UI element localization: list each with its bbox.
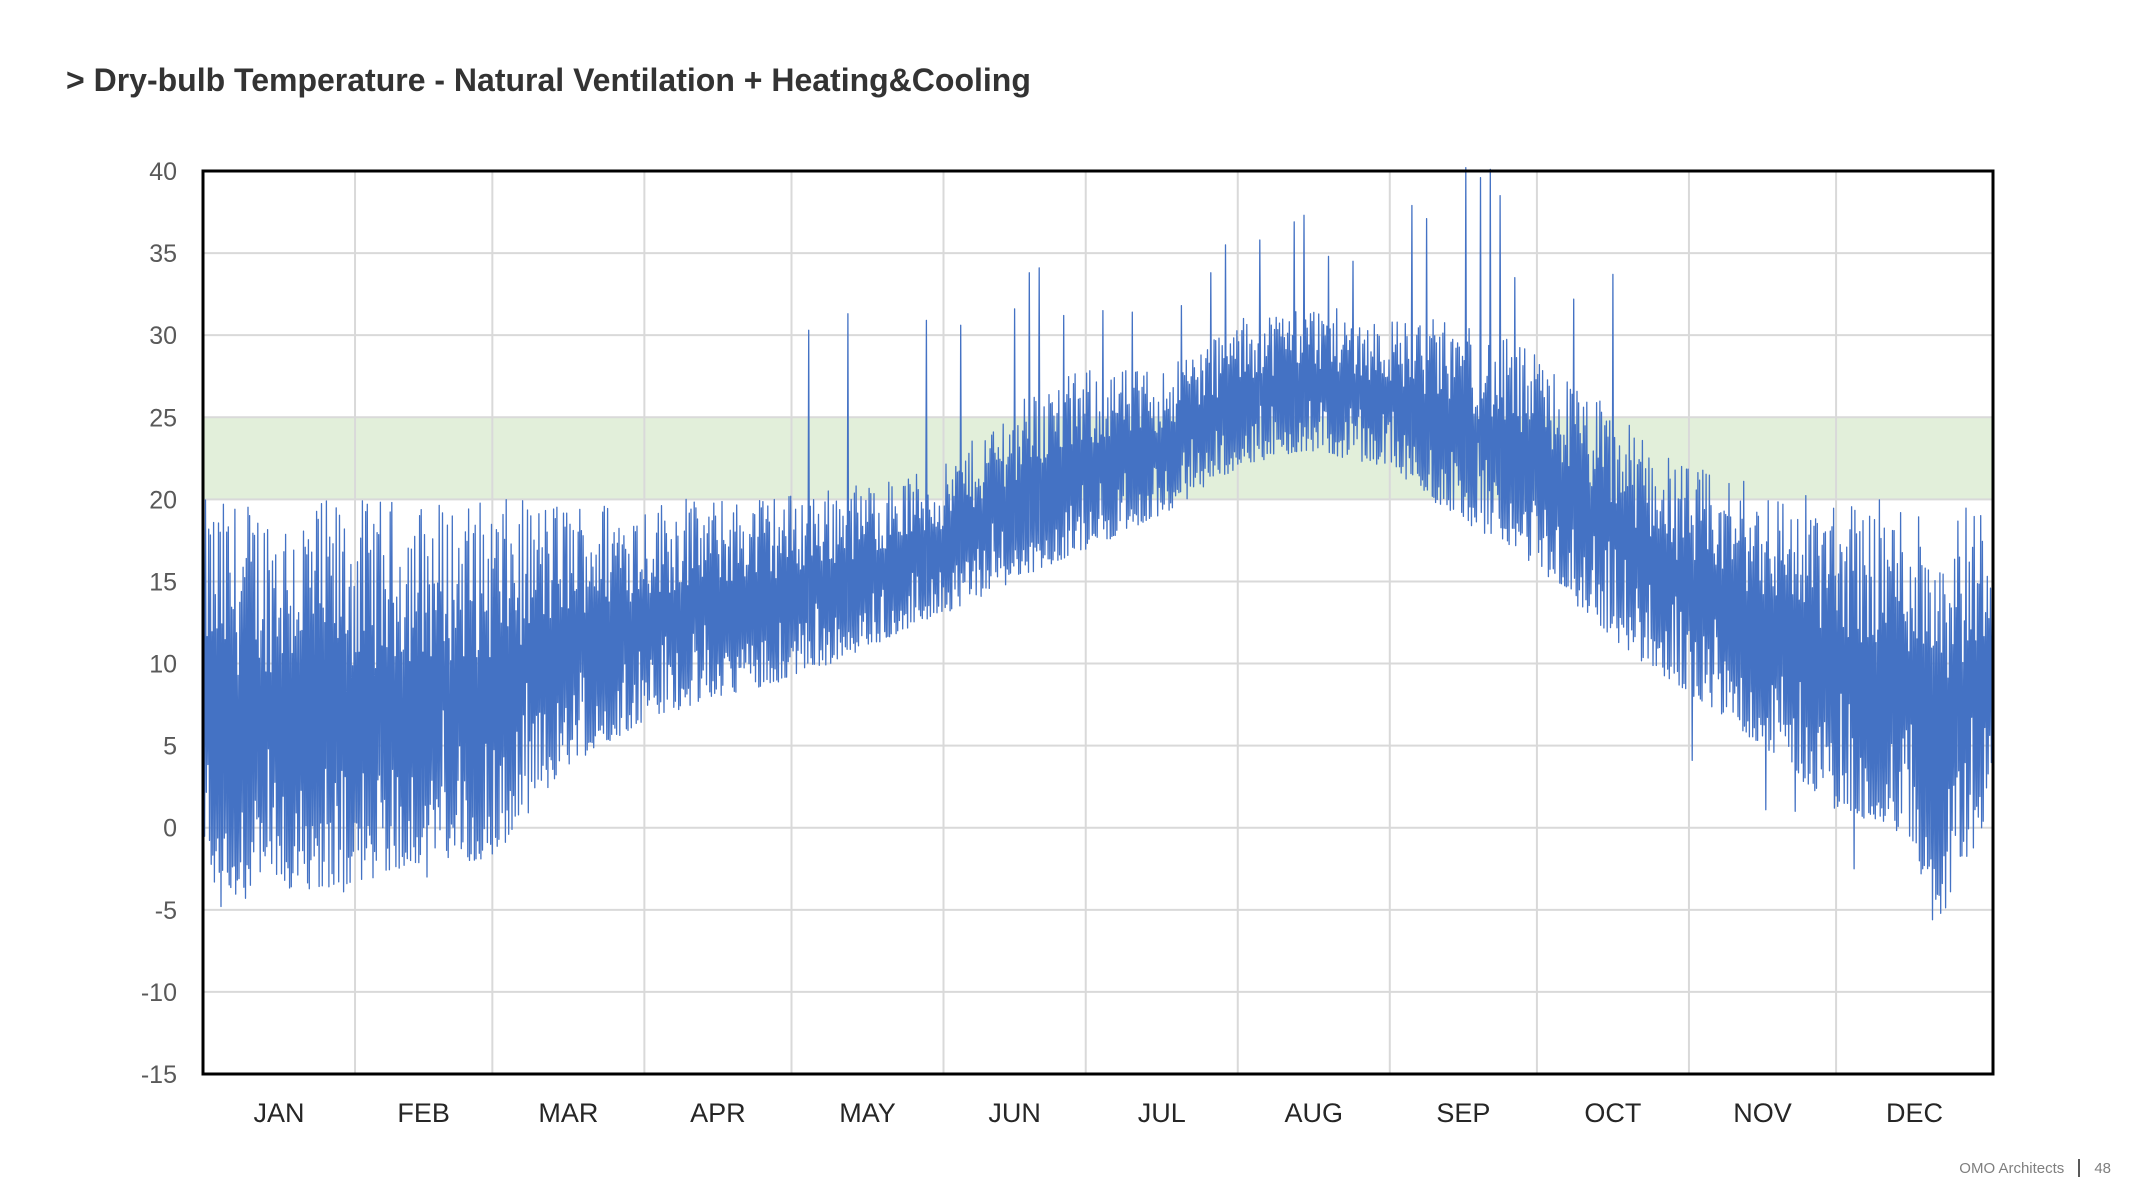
x-axis-ticks: JAN FEB MAR APR MAY JUN JUL AUG SEP OCT NOV DEC: [254, 1098, 1944, 1128]
y-tick-label: -10: [141, 979, 177, 1007]
x-tick-label: OCT: [1584, 1098, 1641, 1128]
y-tick-label: 30: [149, 322, 177, 350]
series-layer: [203, 167, 1994, 921]
x-tick-label: DEC: [1886, 1098, 1943, 1128]
x-tick-label: NOV: [1733, 1098, 1792, 1128]
footer-separator: [2078, 1159, 2081, 1177]
y-tick-label: 15: [149, 568, 177, 596]
x-tick-label: JUL: [1138, 1098, 1186, 1128]
x-tick-label: AUG: [1285, 1098, 1344, 1128]
y-tick-label: 40: [149, 158, 177, 186]
plot-frame-layer: [201, 169, 1995, 1076]
x-tick-label: JAN: [254, 1098, 305, 1128]
x-tick-label: MAR: [538, 1098, 598, 1128]
x-tick-label: SEP: [1436, 1098, 1490, 1128]
plot-frame: [201, 169, 1995, 1076]
series-line: [203, 167, 1994, 921]
page-number: 48: [2094, 1159, 2111, 1177]
y-tick-label: 10: [149, 651, 177, 679]
x-tick-label: MAY: [839, 1098, 896, 1128]
x-tick-label: FEB: [397, 1098, 450, 1128]
page-title: > Dry-bulb Temperature - Natural Ventila…: [66, 62, 1031, 98]
y-tick-label: 5: [163, 733, 177, 761]
x-tick-label: APR: [690, 1098, 746, 1128]
y-tick-label: 20: [149, 486, 177, 514]
y-tick-label: 35: [149, 240, 177, 268]
footer: OMO Architects 48: [1959, 1159, 2111, 1177]
y-tick-label: 0: [163, 815, 177, 843]
y-axis-ticks: -15 -10 -5 0 5 10 15 20 25 30 35 40: [141, 158, 177, 1089]
footer-company: OMO Architects: [1959, 1159, 2065, 1177]
y-tick-label: 25: [149, 404, 177, 432]
y-tick-label: -5: [155, 897, 177, 925]
y-tick-label: -15: [141, 1061, 177, 1089]
x-tick-label: JUN: [988, 1098, 1041, 1128]
